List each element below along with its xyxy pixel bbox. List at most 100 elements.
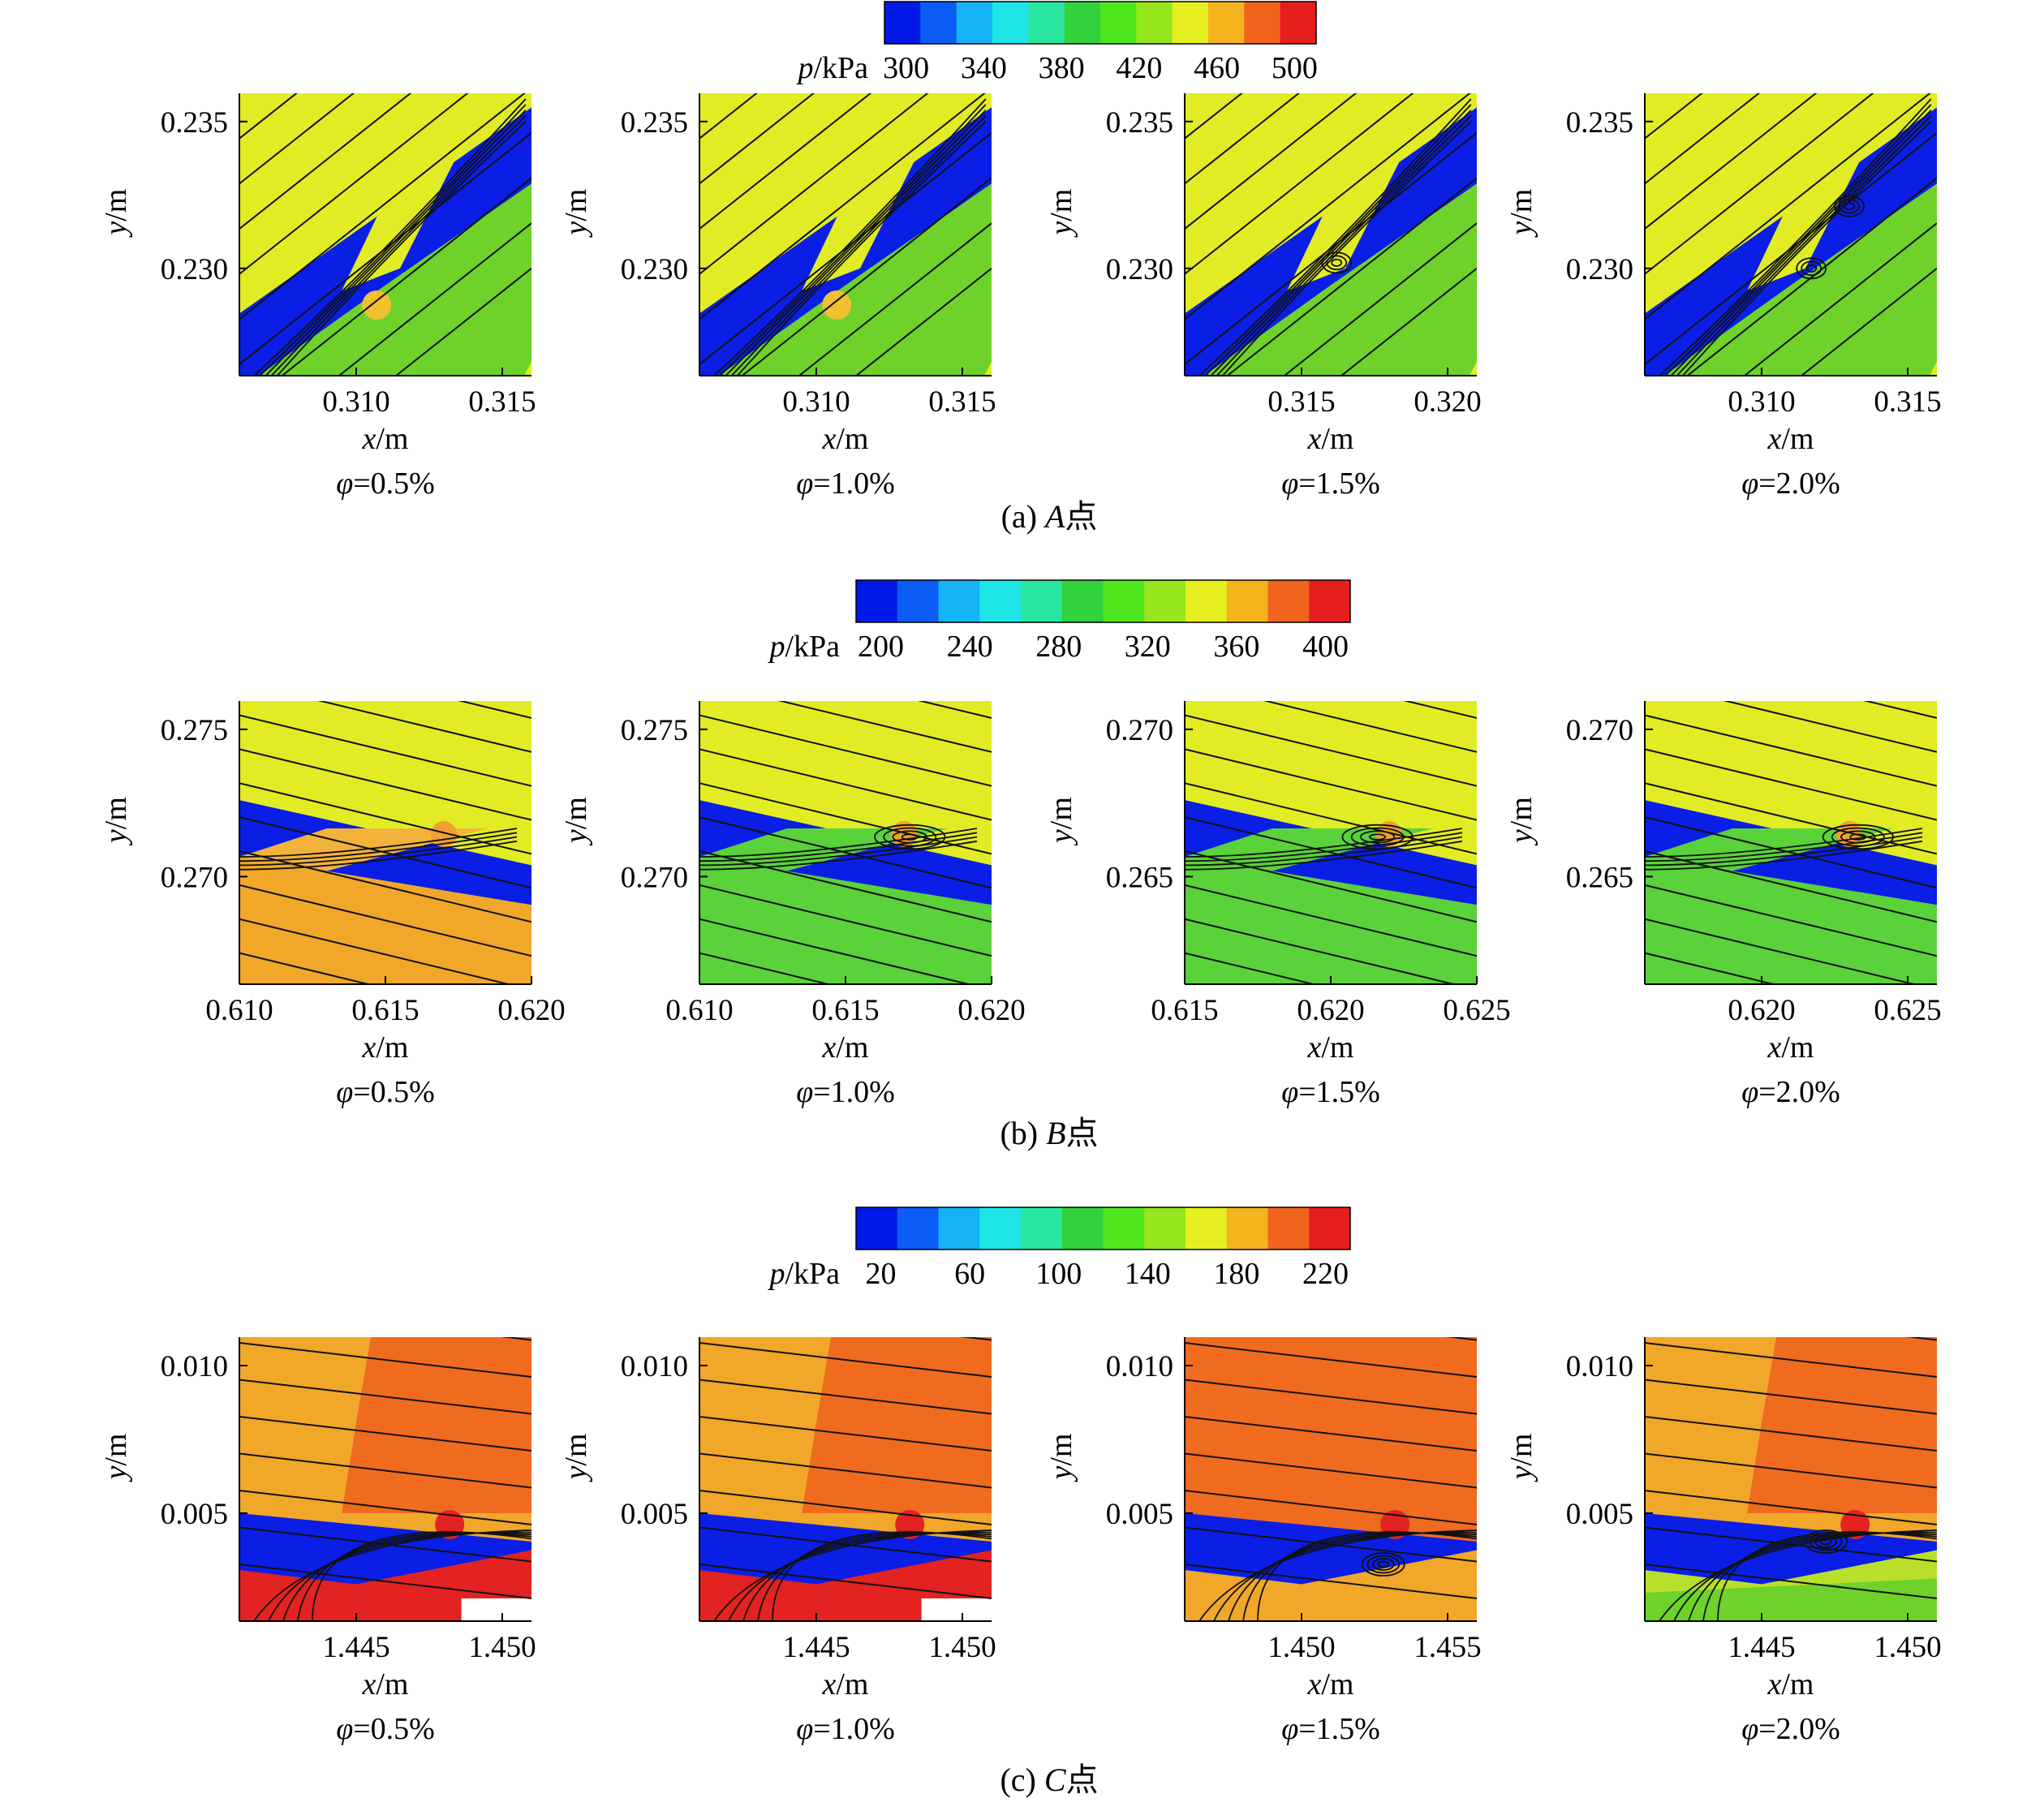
pressure-spot xyxy=(822,290,852,320)
contour-field xyxy=(239,1337,531,1621)
streamline xyxy=(317,701,531,753)
streamline xyxy=(239,828,518,858)
y-tick-label: 0.235 xyxy=(1566,106,1633,140)
streamline xyxy=(1185,840,1463,871)
x-tick-label: 0.615 xyxy=(1151,994,1218,1027)
x-axis-label: x/m xyxy=(1307,1667,1354,1701)
vortex xyxy=(1326,255,1348,271)
streamline xyxy=(1645,93,1703,140)
streamline xyxy=(239,832,518,862)
y-tick-label: 0.010 xyxy=(621,1350,688,1383)
streamline xyxy=(1185,832,1463,862)
colorbar: p/kPa 200 240 280 320 360 400 xyxy=(767,579,1351,664)
colorbar-tick-label: 100 xyxy=(1035,1257,1082,1291)
contour-field xyxy=(699,701,992,984)
streamline xyxy=(1185,93,1301,185)
x-axis-label: x/m xyxy=(362,1030,409,1065)
streamline xyxy=(1645,1564,1937,1599)
figure-row-3: p/kPa 20 60 100 140 180 220 1.445 1.450 0.010 0.00… xyxy=(99,1207,1942,1798)
streamline xyxy=(1645,748,1937,821)
streamline xyxy=(1645,1490,1937,1525)
colorbar-tick-label: 200 xyxy=(858,630,904,664)
y-tick-label: 0.235 xyxy=(1106,106,1173,140)
colorbar-tick-label: 320 xyxy=(1125,630,1171,664)
y-tick-label: 0.265 xyxy=(1566,861,1633,894)
row-caption: (a) A点 xyxy=(1001,498,1098,535)
contour-field xyxy=(239,0,531,376)
phi-label: φ=2.0% xyxy=(1741,1712,1840,1746)
streamline xyxy=(239,0,531,3)
x-tick-label: 0.310 xyxy=(322,385,389,419)
streamline xyxy=(1645,884,1937,957)
colorbar-segment xyxy=(1103,1207,1145,1250)
colorbar-tick-label: 280 xyxy=(1035,630,1082,664)
colorbar-label: p/kPa xyxy=(767,1257,840,1291)
colorbar-tick-label: 20 xyxy=(865,1257,896,1291)
streamline xyxy=(699,1416,992,1452)
vortex xyxy=(1814,1535,1838,1548)
colorbar-segment xyxy=(1021,580,1063,622)
colorbar-segment xyxy=(1021,1207,1063,1250)
streamline xyxy=(239,918,512,984)
streamline xyxy=(1185,918,1457,984)
streamline xyxy=(1686,177,1937,376)
contour-panel: 0.310 0.315 0.235 0.230 x/m y/m φ=1.0% xyxy=(559,93,996,501)
colorbar-segment xyxy=(992,2,1029,44)
streamline xyxy=(1185,1452,1477,1489)
contour-field xyxy=(1185,93,1477,376)
streamline xyxy=(1185,714,1477,787)
y-tick-label: 0.005 xyxy=(621,1498,688,1531)
colorbar-segment xyxy=(1136,2,1173,44)
vortex xyxy=(874,824,946,850)
pressure-region xyxy=(342,136,467,291)
colorbar-segment xyxy=(1309,580,1351,622)
phi-label: φ=1.5% xyxy=(1281,1712,1380,1746)
x-axis-label: x/m xyxy=(1767,422,1814,456)
streamline xyxy=(270,115,527,376)
vortex xyxy=(1819,1538,1832,1546)
vortex xyxy=(1350,827,1405,847)
streamline xyxy=(699,1379,992,1415)
streamline xyxy=(1664,104,1932,376)
streamline xyxy=(1222,121,1472,376)
colorbar-segment xyxy=(1267,1207,1310,1250)
contour-panel: 0.310 0.315 0.235 0.230 x/m y/m φ=0.5% xyxy=(99,0,536,501)
vortex xyxy=(1366,1555,1401,1574)
vortex xyxy=(1361,1552,1405,1577)
y-tick-label: 0.010 xyxy=(161,1350,228,1383)
colorbar-segment xyxy=(979,1207,1022,1250)
streamline xyxy=(1185,850,1477,923)
colorbar-tick-label: 500 xyxy=(1272,51,1318,85)
streamline xyxy=(1403,701,1477,719)
colorbar-tick-label: 60 xyxy=(954,1257,985,1291)
streamline xyxy=(281,177,531,376)
streamline xyxy=(699,93,929,275)
vortex xyxy=(1840,830,1876,844)
streamline xyxy=(239,1490,531,1525)
streamline xyxy=(854,267,992,376)
x-tick-label: 0.620 xyxy=(1297,994,1364,1027)
colorbar-tick-label: 220 xyxy=(1302,1257,1349,1291)
streamline xyxy=(1185,93,1243,140)
vortex xyxy=(1321,252,1353,274)
vortex xyxy=(1849,833,1867,841)
colorbar-segment xyxy=(1100,2,1137,44)
pressure-region xyxy=(921,1598,992,1621)
x-tick-label: 0.625 xyxy=(1443,994,1510,1027)
x-axis-label: x/m xyxy=(1307,1030,1354,1065)
contour-field xyxy=(699,1337,992,1621)
streamline xyxy=(1645,1342,1937,1378)
streamline xyxy=(699,1490,992,1525)
vortex xyxy=(1371,1558,1395,1571)
x-tick-label: 0.310 xyxy=(782,385,850,419)
pressure-region xyxy=(461,1598,531,1621)
vortex xyxy=(1341,824,1414,850)
y-tick-label: 0.270 xyxy=(161,861,228,894)
streamline xyxy=(699,93,986,320)
streamline xyxy=(1185,1416,1477,1452)
streamline xyxy=(1198,98,1472,376)
streamline xyxy=(1645,93,1931,320)
y-tick-label: 0.010 xyxy=(1566,1350,1633,1383)
streamline xyxy=(239,1416,531,1452)
